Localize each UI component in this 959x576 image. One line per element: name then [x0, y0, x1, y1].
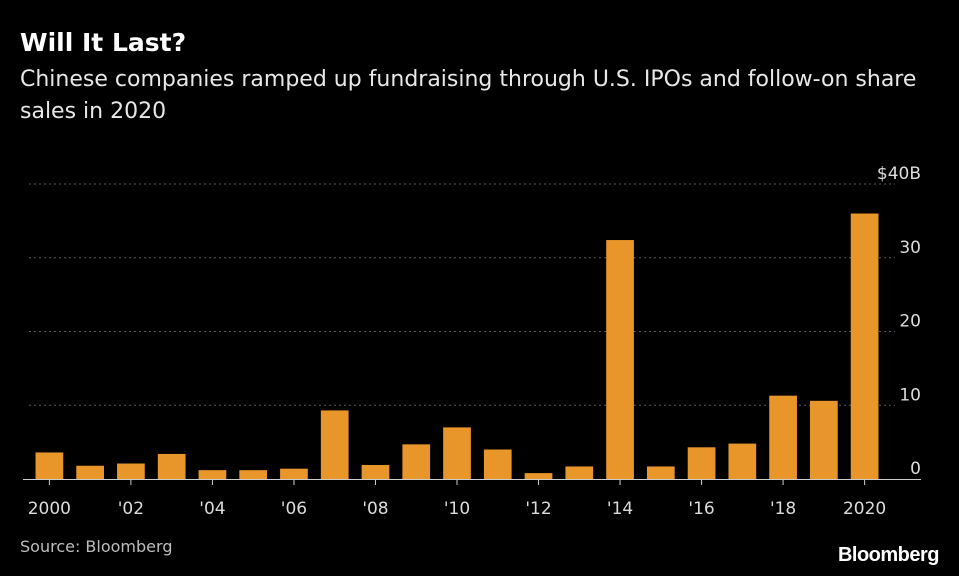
- bar-2005: [239, 470, 268, 479]
- bar-2020: [850, 213, 879, 479]
- bar-2009: [402, 444, 431, 479]
- bar-2013: [565, 466, 594, 479]
- source-note: Source: Bloomberg: [20, 537, 173, 556]
- bar-2007: [320, 410, 349, 479]
- bar-2003: [157, 453, 186, 479]
- y-tick-label: 10: [899, 385, 921, 405]
- bloomberg-logo: Bloomberg: [837, 544, 940, 566]
- y-tick-label: $40B: [877, 164, 921, 184]
- bar-2004: [198, 470, 227, 479]
- bar-2010: [443, 427, 471, 480]
- x-tick-label: '18: [770, 499, 796, 519]
- y-tick-label: 20: [899, 312, 921, 332]
- bar-2011: [483, 449, 512, 479]
- bars: [35, 213, 879, 480]
- chart-subtitle: Chinese companies ramped up fundraising …: [20, 67, 917, 124]
- y-tick-label: 30: [899, 238, 921, 258]
- bar-2012: [524, 473, 553, 479]
- bar-2001: [76, 465, 104, 479]
- x-tick-label: 2000: [28, 499, 71, 519]
- bar-2008: [361, 464, 390, 479]
- y-axis-ticks: 0 10 20 30 $40B: [877, 164, 921, 479]
- gridlines: [29, 183, 895, 406]
- x-tick-label: '16: [688, 499, 714, 519]
- x-tick-label: '12: [525, 499, 551, 519]
- bar-2002: [117, 463, 145, 479]
- x-tick-label: '04: [199, 499, 225, 519]
- bar-2006: [280, 468, 308, 479]
- bar-2017: [728, 443, 757, 479]
- bar-2015: [646, 466, 675, 479]
- bar-2000: [35, 452, 64, 479]
- x-tick-label: '14: [607, 499, 633, 519]
- x-tick-label: '02: [118, 499, 144, 519]
- x-tick-label: '10: [444, 499, 470, 519]
- x-tick-label: '08: [362, 499, 388, 519]
- x-tick-label: '06: [281, 499, 307, 519]
- x-axis-ticks: 2000 '02 '04 '06 '08 '10 '12 '14 '16 '18 2020: [28, 479, 886, 519]
- bar-2016: [687, 447, 716, 479]
- y-tick-label: 0: [910, 459, 921, 479]
- x-tick-label: 2020: [843, 499, 886, 519]
- bar-2018: [769, 395, 797, 479]
- bar-2014: [606, 240, 634, 479]
- bar-2019: [810, 400, 838, 479]
- chart-title: Will It Last?: [20, 28, 187, 57]
